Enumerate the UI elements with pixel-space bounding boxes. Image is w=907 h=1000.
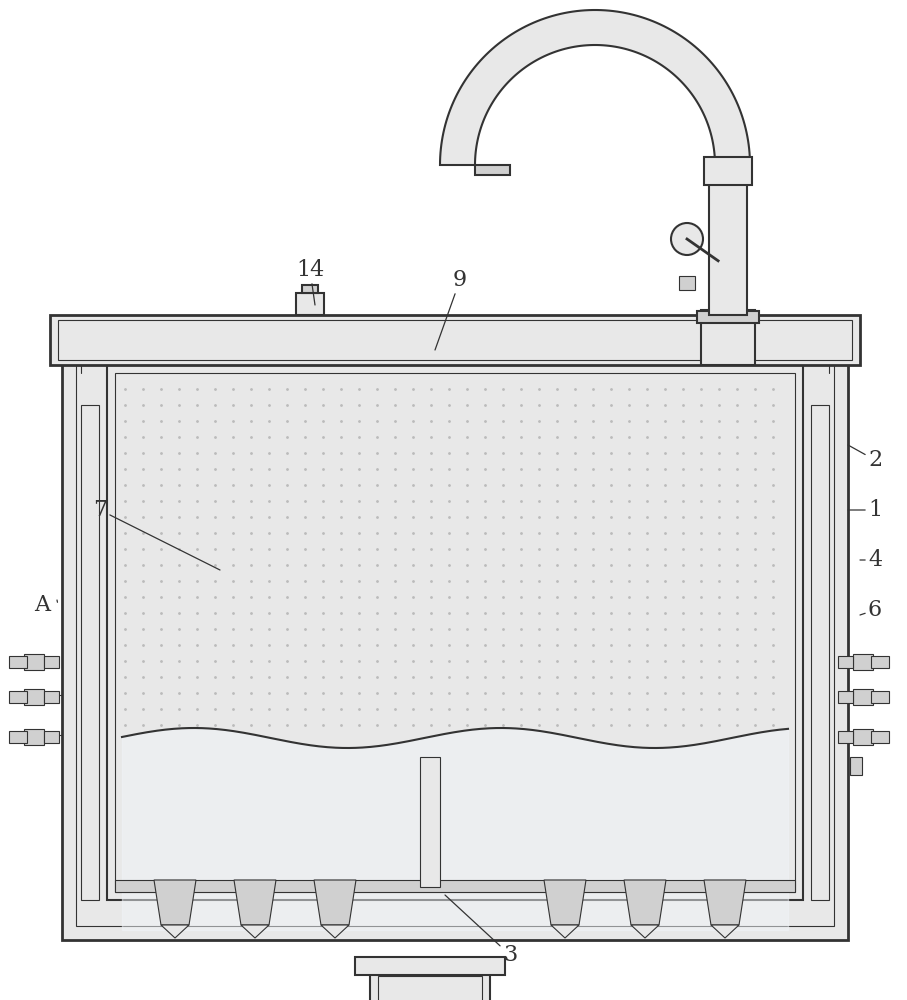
Bar bbox=[81, 405, 99, 900]
Bar bbox=[62, 350, 848, 940]
Bar bbox=[24, 689, 44, 705]
Bar bbox=[44, 691, 59, 703]
Bar bbox=[76, 364, 834, 926]
Bar bbox=[853, 654, 873, 670]
Bar bbox=[115, 880, 795, 892]
Bar bbox=[420, 757, 440, 887]
Bar bbox=[378, 976, 482, 1000]
Bar bbox=[296, 293, 324, 315]
Polygon shape bbox=[154, 880, 196, 925]
Bar bbox=[838, 731, 853, 743]
Polygon shape bbox=[161, 925, 189, 938]
Bar bbox=[115, 373, 795, 892]
Bar bbox=[9, 731, 27, 743]
Text: 1: 1 bbox=[848, 499, 883, 521]
Polygon shape bbox=[624, 880, 666, 925]
Bar bbox=[697, 311, 759, 323]
Polygon shape bbox=[234, 880, 276, 925]
Polygon shape bbox=[551, 925, 579, 938]
Bar bbox=[44, 656, 59, 668]
Bar bbox=[24, 654, 44, 670]
Bar bbox=[50, 315, 860, 365]
Bar bbox=[679, 276, 695, 290]
Polygon shape bbox=[321, 925, 349, 938]
Bar bbox=[838, 656, 853, 668]
Bar bbox=[871, 656, 889, 668]
Polygon shape bbox=[241, 925, 269, 938]
Text: 14: 14 bbox=[296, 259, 324, 305]
Bar bbox=[24, 729, 44, 745]
Text: 3: 3 bbox=[445, 895, 517, 966]
Polygon shape bbox=[314, 880, 356, 925]
Bar bbox=[58, 320, 852, 360]
Bar bbox=[853, 729, 873, 745]
Bar bbox=[44, 731, 59, 743]
Polygon shape bbox=[544, 880, 586, 925]
Text: 9: 9 bbox=[435, 269, 467, 350]
Bar bbox=[704, 157, 752, 185]
Polygon shape bbox=[704, 880, 746, 925]
Text: A: A bbox=[34, 594, 50, 616]
Bar bbox=[355, 957, 505, 975]
Bar bbox=[709, 165, 747, 315]
Text: 6: 6 bbox=[860, 599, 883, 621]
Text: 2: 2 bbox=[848, 445, 883, 471]
Bar bbox=[838, 691, 853, 703]
Bar bbox=[9, 656, 27, 668]
Bar bbox=[871, 731, 889, 743]
Bar bbox=[701, 310, 755, 365]
Circle shape bbox=[671, 223, 703, 255]
Bar bbox=[850, 757, 862, 775]
Bar bbox=[107, 365, 803, 900]
Polygon shape bbox=[440, 10, 750, 165]
Polygon shape bbox=[711, 925, 739, 938]
Polygon shape bbox=[631, 925, 659, 938]
Bar bbox=[853, 689, 873, 705]
Bar bbox=[370, 970, 490, 1000]
Bar bbox=[9, 691, 27, 703]
Text: 4: 4 bbox=[860, 549, 883, 571]
Bar bbox=[871, 691, 889, 703]
Bar bbox=[811, 405, 829, 900]
Text: 7: 7 bbox=[93, 499, 220, 570]
Bar bbox=[302, 285, 318, 293]
Bar bbox=[475, 165, 510, 175]
